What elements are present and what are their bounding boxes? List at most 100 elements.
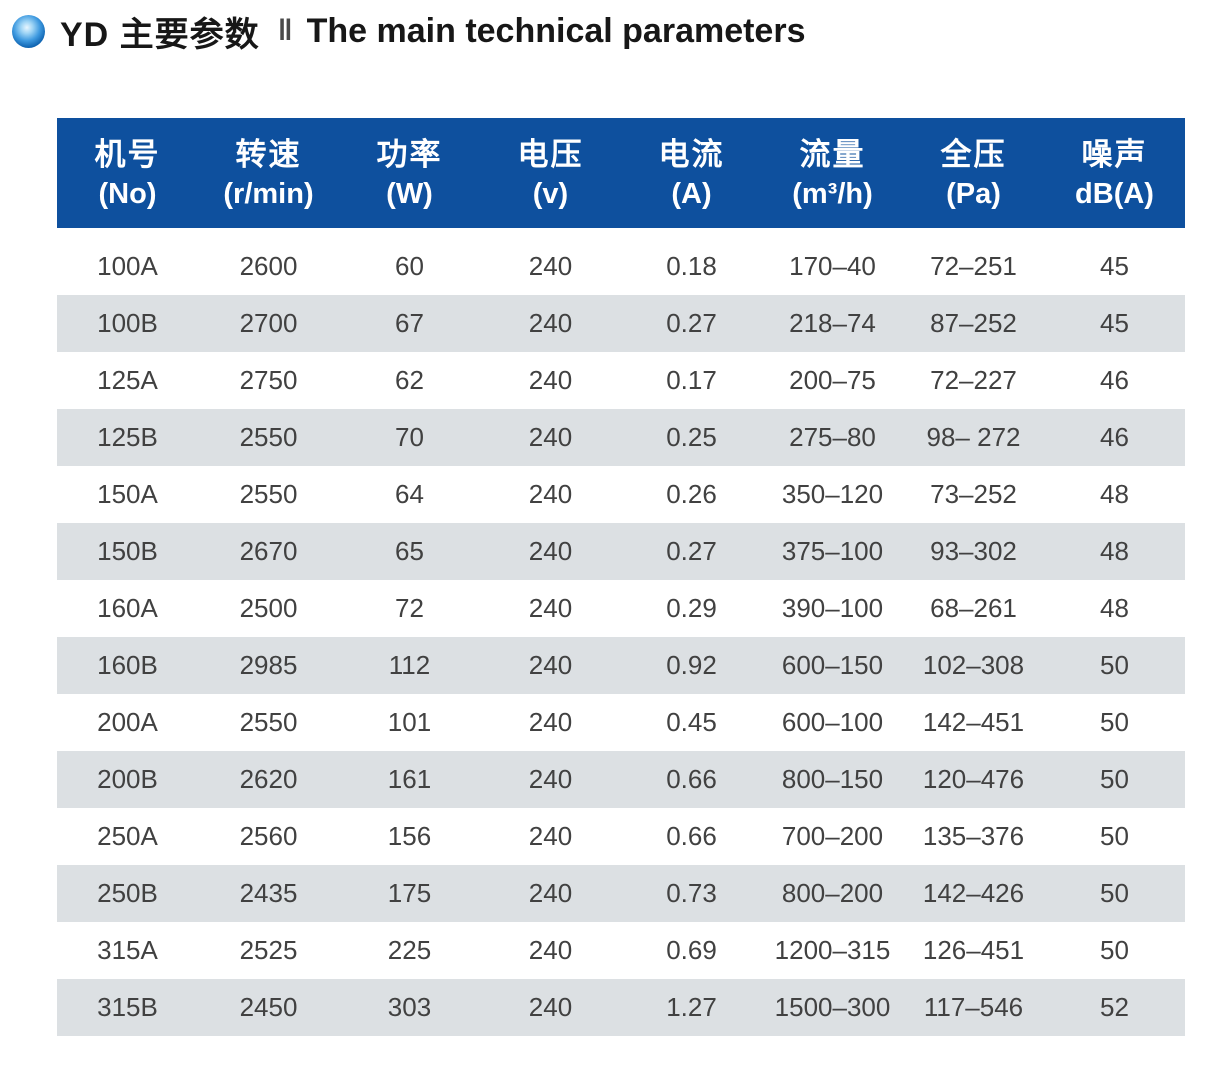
table-row: 125B 2550 70 240 0.25 275–80 98– 272 46 [57, 409, 1185, 466]
cell-voltage: 240 [480, 580, 621, 637]
cell-pressure: 135–376 [903, 808, 1044, 865]
cell-voltage: 240 [480, 295, 621, 352]
cell-power: 112 [339, 637, 480, 694]
cell-voltage: 240 [480, 466, 621, 523]
cell-speed: 2670 [198, 523, 339, 580]
cell-flow: 170–40 [762, 233, 903, 295]
cell-flow: 200–75 [762, 352, 903, 409]
cell-speed: 2985 [198, 637, 339, 694]
cell-noise: 52 [1044, 979, 1185, 1036]
table-row: 150A 2550 64 240 0.26 350–120 73–252 48 [57, 466, 1185, 523]
cell-pressure: 126–451 [903, 922, 1044, 979]
column-header-no: 机号 (No) [57, 118, 198, 238]
cell-current: 0.25 [621, 409, 762, 466]
cell-flow: 600–100 [762, 694, 903, 751]
cell-current: 0.66 [621, 808, 762, 865]
cell-no: 250B [57, 865, 198, 922]
cell-noise: 50 [1044, 751, 1185, 808]
cell-current: 0.18 [621, 233, 762, 295]
column-name-zh: 转速 [235, 136, 302, 172]
cell-no: 125A [57, 352, 198, 409]
cell-speed: 2750 [198, 352, 339, 409]
cell-current: 0.45 [621, 694, 762, 751]
cell-speed: 2500 [198, 580, 339, 637]
cell-no: 100B [57, 295, 198, 352]
parameters-table: 机号 (No) 转速 (r/min) 功率 (W) 电压 (v) 电流 (A) 流量 (m³/h) 全压… [57, 118, 1185, 1036]
cell-noise: 48 [1044, 523, 1185, 580]
table-row: 250B 2435 175 240 0.73 800–200 142–426 50 [57, 865, 1185, 922]
table-row: 100B 2700 67 240 0.27 218–74 87–252 45 [57, 295, 1185, 352]
cell-current: 0.27 [621, 295, 762, 352]
cell-no: 150A [57, 466, 198, 523]
cell-current: 0.17 [621, 352, 762, 409]
column-header-flow: 流量 (m³/h) [762, 118, 903, 238]
column-name-zh: 功率 [376, 136, 443, 172]
cell-voltage: 240 [480, 233, 621, 295]
column-name-zh: 电压 [517, 136, 584, 172]
cell-voltage: 240 [480, 694, 621, 751]
cell-power: 70 [339, 409, 480, 466]
cell-no: 315B [57, 979, 198, 1036]
cell-flow: 700–200 [762, 808, 903, 865]
column-header-speed: 转速 (r/min) [198, 118, 339, 238]
column-header-pressure: 全压 (Pa) [903, 118, 1044, 238]
cell-no: 250A [57, 808, 198, 865]
column-unit: (v) [532, 177, 569, 210]
page-title-en: The main technical parameters [306, 11, 806, 50]
cell-voltage: 240 [480, 637, 621, 694]
cell-voltage: 240 [480, 751, 621, 808]
cell-noise: 45 [1044, 233, 1185, 295]
cell-flow: 390–100 [762, 580, 903, 637]
cell-pressure: 72–251 [903, 233, 1044, 295]
cell-pressure: 117–546 [903, 979, 1044, 1036]
cell-speed: 2700 [198, 295, 339, 352]
cell-pressure: 87–252 [903, 295, 1044, 352]
cell-no: 200A [57, 694, 198, 751]
column-unit: (Pa) [946, 177, 1001, 210]
cell-current: 0.26 [621, 466, 762, 523]
column-unit: (No) [98, 177, 157, 210]
column-header-power: 功率 (W) [339, 118, 480, 238]
cell-voltage: 240 [480, 922, 621, 979]
header-row: 机号 (No) 转速 (r/min) 功率 (W) 电压 (v) 电流 (A) 流量 (m³/h) 全压… [57, 118, 1185, 238]
column-unit: (W) [386, 177, 433, 210]
cell-noise: 50 [1044, 808, 1185, 865]
cell-speed: 2550 [198, 409, 339, 466]
cell-current: 0.27 [621, 523, 762, 580]
column-unit: (m³/h) [792, 177, 873, 210]
cell-no: 315A [57, 922, 198, 979]
cell-power: 101 [339, 694, 480, 751]
table-row: 315B 2450 303 240 1.27 1500–300 117–546 52 [57, 979, 1185, 1036]
table-row: 200A 2550 101 240 0.45 600–100 142–451 50 [57, 694, 1185, 751]
cell-current: 0.29 [621, 580, 762, 637]
cell-current: 0.66 [621, 751, 762, 808]
table-row: 200B 2620 161 240 0.66 800–150 120–476 50 [57, 751, 1185, 808]
column-header-noise: 噪声 dB(A) [1044, 118, 1185, 238]
cell-no: 160A [57, 580, 198, 637]
cell-speed: 2560 [198, 808, 339, 865]
cell-pressure: 142–426 [903, 865, 1044, 922]
cell-power: 65 [339, 523, 480, 580]
cell-voltage: 240 [480, 352, 621, 409]
cell-power: 64 [339, 466, 480, 523]
cell-pressure: 93–302 [903, 523, 1044, 580]
cell-power: 175 [339, 865, 480, 922]
cell-speed: 2550 [198, 694, 339, 751]
cell-current: 0.92 [621, 637, 762, 694]
cell-power: 60 [339, 233, 480, 295]
column-name-zh: 流量 [799, 136, 866, 172]
cell-flow: 218–74 [762, 295, 903, 352]
cell-power: 62 [339, 352, 480, 409]
cell-noise: 45 [1044, 295, 1185, 352]
column-unit: (A) [671, 177, 712, 210]
cell-speed: 2620 [198, 751, 339, 808]
table-row: 315A 2525 225 240 0.69 1200–315 126–451 50 [57, 922, 1185, 979]
cell-speed: 2550 [198, 466, 339, 523]
cell-pressure: 98– 272 [903, 409, 1044, 466]
column-name-zh: 电流 [658, 136, 725, 172]
cell-flow: 600–150 [762, 637, 903, 694]
table-header: 机号 (No) 转速 (r/min) 功率 (W) 电压 (v) 电流 (A) 流量 (m³/h) 全压… [57, 118, 1185, 238]
page-title-zh: YD 主要参数 [60, 15, 260, 54]
cell-pressure: 142–451 [903, 694, 1044, 751]
title-separator: ‖ [277, 14, 293, 47]
